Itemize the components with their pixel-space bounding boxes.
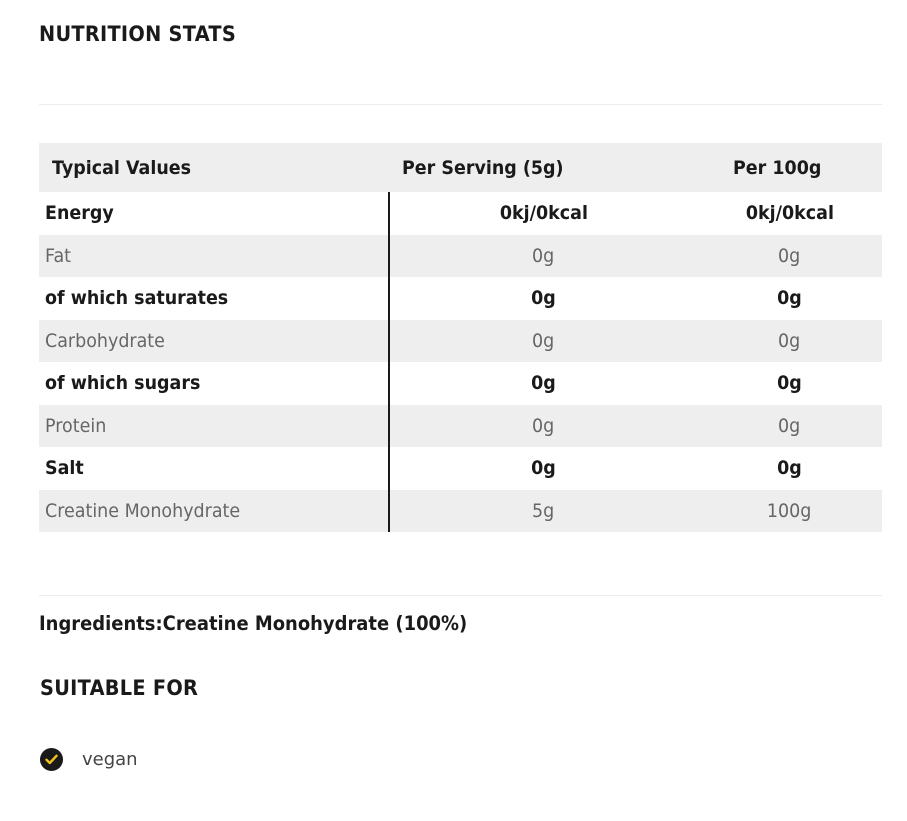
nutrition-stats-heading: NUTRITION STATS: [39, 22, 237, 46]
row-per-100g-value: 0kj/0kcal: [745, 202, 834, 225]
row-per-100g-value: 0g: [777, 457, 802, 480]
ingredients-line: Ingredients:Creatine Monohydrate (100%): [39, 612, 467, 635]
table-row: of which sugars 0g 0g: [39, 362, 882, 405]
middle-divider: [39, 595, 882, 596]
table-row: Creatine Monohydrate 5g 100g: [39, 489, 882, 532]
row-per-100g-value: 0g: [697, 234, 882, 277]
header-typical-values: Typical Values: [39, 143, 389, 192]
suitable-item-label: vegan: [82, 748, 138, 770]
row-per-100g-value: 100g: [697, 489, 882, 532]
row-per-serving-value: 0g: [531, 287, 556, 310]
row-label: of which sugars: [39, 362, 390, 405]
suitable-for-heading: SUITABLE FOR: [40, 676, 199, 700]
table-row: Carbohydrate 0g 0g: [39, 319, 882, 362]
row-label: Creatine Monohydrate: [39, 489, 390, 532]
row-per-serving-value: 0g: [389, 234, 697, 277]
row-per-100g-value: 0g: [777, 287, 802, 310]
row-label: Carbohydrate: [39, 319, 390, 362]
ingredients-label: Ingredients:: [39, 612, 163, 635]
row-label: of which saturates: [39, 277, 390, 320]
table-row: Fat 0g 0g: [39, 234, 882, 277]
row-per-serving-value: 0g: [531, 457, 556, 480]
ingredients-value: Creatine Monohydrate (100%): [162, 612, 468, 635]
table-row: of which saturates 0g 0g: [39, 277, 882, 320]
row-per-serving-value: 0g: [389, 404, 697, 447]
table-header-row: Typical Values Per Serving (5g) Per 100g: [39, 143, 882, 192]
nutrition-table: Typical Values Per Serving (5g) Per 100g…: [39, 143, 883, 532]
row-per-serving-value: 0g: [389, 319, 697, 362]
check-circle-icon: [40, 747, 63, 771]
row-label: Protein: [39, 404, 390, 447]
row-per-100g-value: 0g: [697, 404, 882, 447]
table-row: Energy 0kj/0kcal 0kj/0kcal: [39, 192, 882, 235]
suitable-item-vegan: vegan: [40, 746, 138, 772]
row-label: Fat: [39, 234, 390, 277]
row-per-serving-value: 5g: [389, 489, 697, 532]
table-row: Protein 0g 0g: [39, 404, 882, 447]
row-label: Salt: [39, 447, 390, 490]
row-label: Energy: [39, 192, 390, 235]
table-row: Salt 0g 0g: [39, 447, 882, 490]
row-per-serving-value: 0kj/0kcal: [499, 202, 588, 225]
row-per-100g-value: 0g: [697, 319, 882, 362]
row-per-100g-value: 0g: [777, 372, 802, 395]
top-divider: [39, 104, 882, 105]
header-per-100g: Per 100g: [697, 143, 882, 192]
header-per-serving: Per Serving (5g): [389, 143, 697, 192]
row-per-serving-value: 0g: [531, 372, 556, 395]
